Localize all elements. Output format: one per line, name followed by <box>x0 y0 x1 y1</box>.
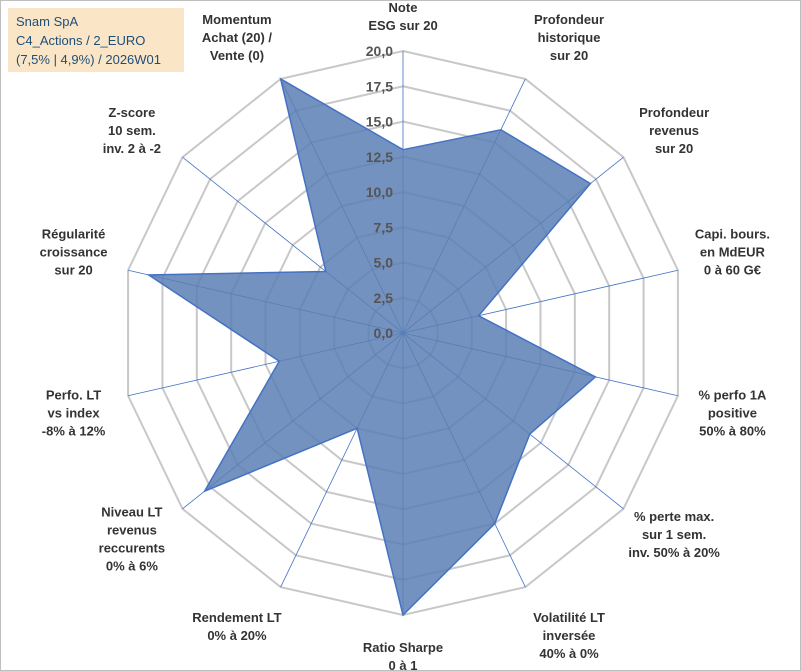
axis-label-line: reccurents <box>99 540 165 555</box>
axis-label-line: 0% à 6% <box>106 558 158 573</box>
axis-label-line: Vente (0) <box>210 48 264 63</box>
chart-title-box: Snam SpA C4_Actions / 2_EURO (7,5% | 4,9… <box>8 8 184 72</box>
axis-label-line: positive <box>708 406 757 421</box>
axis-label-line: inv. 50% à 20% <box>628 545 720 560</box>
axis-label-line: 0 à 60 G€ <box>704 262 761 277</box>
tick-label: 2,5 <box>374 290 394 306</box>
axis-label-line: sur 20 <box>655 141 693 156</box>
axis-label-line: Z-score <box>108 105 155 120</box>
tick-label: 10,0 <box>366 184 393 200</box>
axis-label-line: 0% à 20% <box>207 628 267 643</box>
axis-label-line: sur 20 <box>54 262 92 277</box>
data-series-area <box>146 77 597 617</box>
axis-label-line: Achat (20) / <box>202 30 272 45</box>
tick-label: 15,0 <box>366 114 393 130</box>
axis-label-line: Rendement LT <box>192 610 281 625</box>
axis-label-line: vs index <box>48 406 101 421</box>
axis-label-line: historique <box>538 30 601 45</box>
axis-label-line: 40% à 0% <box>539 646 599 661</box>
axis-label-line: Capi. bours. <box>695 226 770 241</box>
axis-label: Perfo. LT vs index -8% à 12% <box>42 388 106 439</box>
axis-label-line: 50% à 80% <box>699 424 766 439</box>
axis-label: Volatilité LT inversée 40% à 0% <box>533 610 605 661</box>
axis-label: Momentum Achat (20) / Vente (0) <box>202 12 272 63</box>
tick-label: 12,5 <box>366 149 393 165</box>
tick-label: 7,5 <box>374 219 394 235</box>
axis-label-line: Note <box>389 0 418 15</box>
axis-label: Ratio Sharpe 0 à 1 <box>363 640 443 671</box>
axis-label: % perte max. sur 1 sem. inv. 50% à 20% <box>628 509 720 560</box>
axis-label-line: inv. 2 à -2 <box>103 141 161 156</box>
axis-label-line: Perfo. LT <box>46 388 101 403</box>
axis-label-line: croissance <box>40 244 108 259</box>
axis-label: Rendement LT 0% à 20% <box>192 610 281 643</box>
axis-label-line: Ratio Sharpe <box>363 640 443 655</box>
axis-label-line: Momentum <box>202 12 271 27</box>
axis-label-line: % perte max. <box>634 509 714 524</box>
axis-label: Profondeur historique sur 20 <box>534 12 604 63</box>
axis-label-line: Profondeur <box>639 105 709 120</box>
axis-label-line: en MdEUR <box>700 244 766 259</box>
axis-label: Note ESG sur 20 <box>368 0 437 33</box>
axis-label: Z-score 10 sem. inv. 2 à -2 <box>103 105 161 156</box>
axis-label: Niveau LT revenus reccurents 0% à 6% <box>99 504 165 573</box>
tick-label: 5,0 <box>374 255 394 271</box>
axis-label-line: sur 20 <box>550 48 588 63</box>
axis-label: Régularité croissance sur 20 <box>40 226 108 277</box>
axis-label-line: Régularité <box>42 226 106 241</box>
axis-label-line: 10 sem. <box>108 123 156 138</box>
axis-label-line: % perfo 1A <box>698 388 767 403</box>
axis-label-line: Profondeur <box>534 12 604 27</box>
tick-label: 17,5 <box>366 78 393 94</box>
axis-label-line: -8% à 12% <box>42 424 106 439</box>
axis-label-line: Volatilité LT <box>533 610 605 625</box>
axis-label-line: revenus <box>107 522 157 537</box>
title-category: C4_Actions / 2_EURO <box>16 33 146 48</box>
axis-label: Capi. bours. en MdEUR 0 à 60 G€ <box>695 226 770 277</box>
axis-label-line: Niveau LT <box>101 504 162 519</box>
axis-label: Profondeur revenus sur 20 <box>639 105 709 156</box>
axis-label-line: revenus <box>649 123 699 138</box>
tick-label: 20,0 <box>366 43 393 59</box>
axis-label-line: 0 à 1 <box>389 658 418 671</box>
title-params: (7,5% | 4,9%) / 2026W01 <box>16 52 162 67</box>
axis-label: % perfo 1A positive 50% à 80% <box>698 388 767 439</box>
axis-label-line: ESG sur 20 <box>368 18 437 33</box>
axis-label-line: inversée <box>543 628 596 643</box>
axis-label-line: sur 1 sem. <box>642 527 706 542</box>
title-company: Snam SpA <box>16 14 79 29</box>
tick-label: 0,0 <box>374 325 394 341</box>
